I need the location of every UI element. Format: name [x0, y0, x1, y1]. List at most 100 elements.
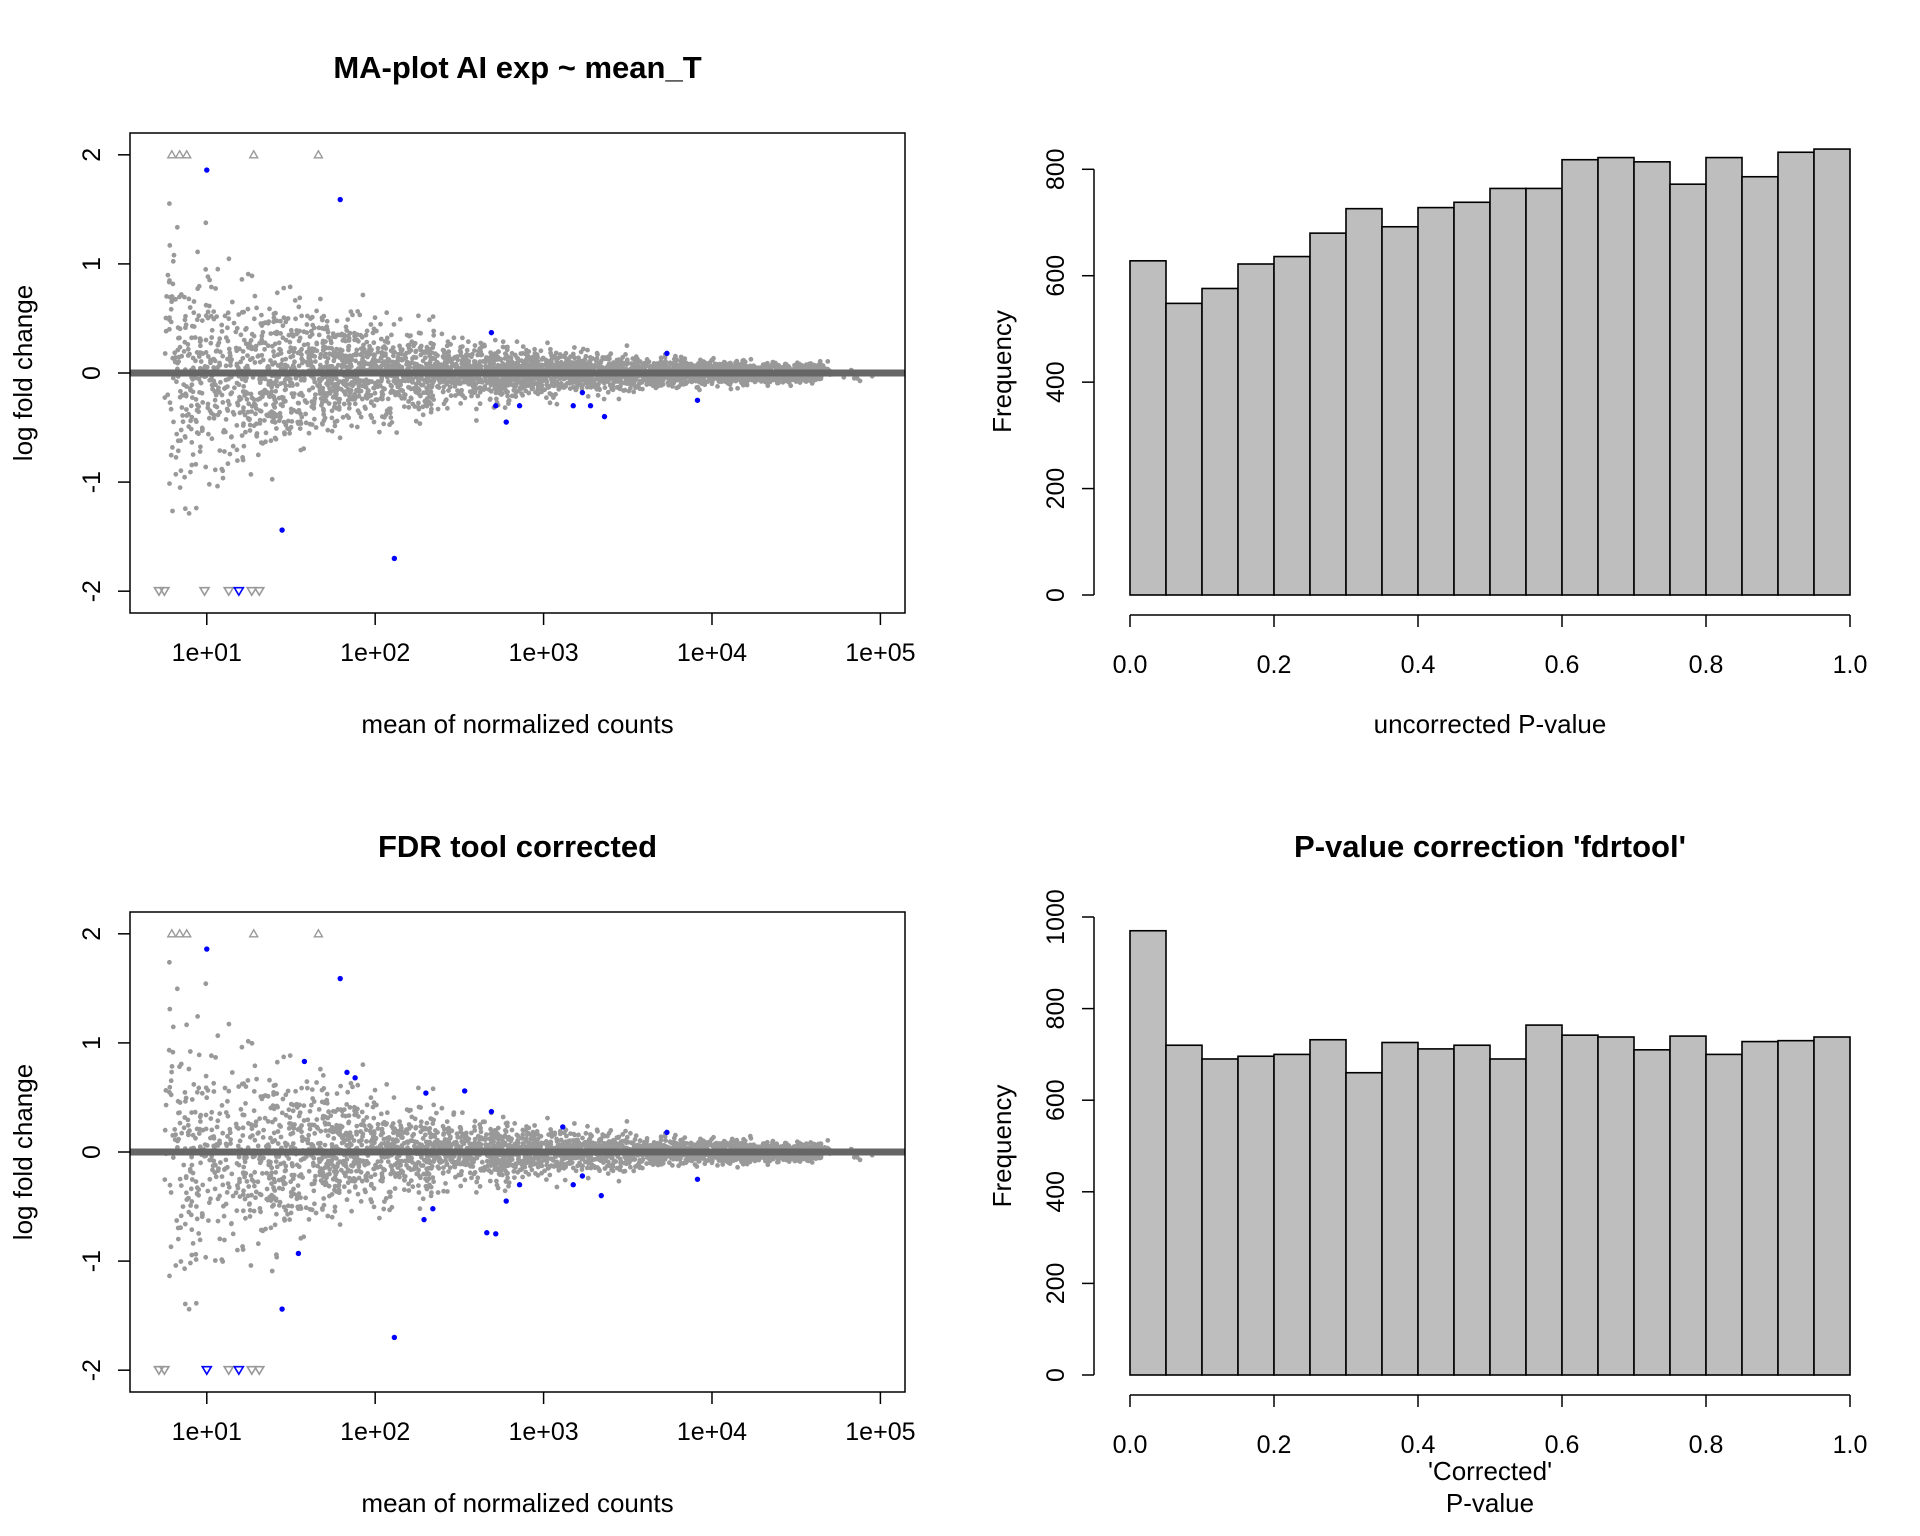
- point-triangle-up: [166, 928, 178, 938]
- significant-point: [204, 946, 210, 952]
- histogram-bar: [1273, 1053, 1311, 1376]
- histogram-bar: [1525, 187, 1563, 596]
- chart-title: FDR tool corrected: [378, 829, 657, 864]
- point-triangle-down: [253, 586, 266, 597]
- histogram-bar: [1489, 187, 1527, 596]
- histogram-bar: [1525, 1024, 1563, 1376]
- significant-point: [579, 389, 586, 396]
- histogram-bar: [1489, 1058, 1527, 1376]
- x-tick-label: 1e+01: [172, 1418, 242, 1446]
- x-tick-label: 1e+03: [508, 639, 578, 667]
- y-tick-label: 800: [1042, 148, 1070, 190]
- significant-point: [493, 1231, 499, 1237]
- series-0: [204, 946, 701, 1341]
- histogram-bar: [1201, 1058, 1239, 1376]
- significant-point: [516, 1182, 523, 1188]
- histogram-bar: [1597, 1036, 1635, 1376]
- histogram-bar: [1345, 1071, 1383, 1376]
- x-axis-label: 'Corrected': [1428, 1456, 1552, 1486]
- y-axis-label: Frequency: [987, 310, 1017, 433]
- y-tick-label: 0: [78, 1145, 106, 1159]
- significant-point: [493, 403, 499, 409]
- histogram-bar: [1129, 929, 1167, 1376]
- significant-point: [352, 1075, 358, 1081]
- significant-point: [694, 397, 701, 403]
- y-tick-label: -1: [78, 471, 106, 493]
- series-2: [153, 1365, 266, 1376]
- point-triangle-down: [245, 586, 258, 597]
- y-tick-label: -1: [78, 1250, 106, 1272]
- y-tick-label: 1: [78, 257, 106, 271]
- histogram-bar: [1669, 1035, 1707, 1376]
- point-triangle-down: [253, 1365, 266, 1376]
- point-triangle-down: [232, 1365, 245, 1376]
- histogram-bar: [1813, 148, 1851, 596]
- histogram-bar: [1813, 1036, 1851, 1376]
- y-tick-label: 2: [78, 927, 106, 941]
- x-tick-label: 1e+04: [677, 1418, 747, 1446]
- y-tick-label: -2: [78, 1359, 106, 1381]
- x-axis-label: mean of normalized counts: [361, 1488, 673, 1518]
- y-tick-label: 600: [1042, 1079, 1070, 1121]
- histogram-bar: [1561, 158, 1599, 596]
- point-triangle-down: [198, 586, 211, 597]
- point-triangle-up: [181, 928, 192, 938]
- significant-point: [344, 1069, 350, 1076]
- point-triangle-up: [166, 149, 178, 159]
- significant-point: [430, 1206, 436, 1212]
- panel-hist2: P-value correction 'fdrtool' 'Corrected'P…: [987, 829, 1867, 1518]
- significant-point: [301, 1058, 308, 1065]
- x-tick-label: 0.8: [1689, 1431, 1724, 1459]
- histogram-bar: [1129, 260, 1167, 596]
- histogram-bar: [1453, 1044, 1491, 1376]
- significant-point: [694, 1176, 701, 1182]
- histogram-bar: [1633, 161, 1671, 596]
- y-tick-label: 0: [1042, 588, 1070, 602]
- significant-point: [423, 1090, 429, 1096]
- point-triangle-up: [174, 149, 185, 159]
- y-tick-label: 200: [1042, 1263, 1070, 1305]
- y-tick-label: 0: [78, 366, 106, 380]
- significant-point: [516, 403, 523, 409]
- y-axis-label: log fold change: [8, 285, 38, 461]
- x-tick-label: 0.0: [1113, 1431, 1148, 1459]
- x-tick-label: 0.2: [1257, 1431, 1292, 1459]
- point-triangle-up: [181, 149, 192, 159]
- significant-point: [461, 1088, 468, 1094]
- series-1: [166, 928, 324, 938]
- histogram-bar: [1165, 302, 1203, 596]
- y-tick-label: -2: [78, 580, 106, 602]
- x-tick-label: 1.0: [1833, 651, 1868, 679]
- y-axis-label: Frequency: [987, 1085, 1017, 1208]
- point-triangle-down: [245, 1365, 258, 1376]
- x-tick-label: 1e+03: [508, 1418, 578, 1446]
- series-3: [200, 1365, 245, 1376]
- point-triangle-up: [313, 928, 324, 938]
- histogram-bar: [1165, 1044, 1203, 1376]
- histogram-bar: [1417, 1048, 1455, 1376]
- point-triangle-up: [174, 928, 185, 938]
- x-tick-label: 0.8: [1689, 651, 1724, 679]
- x-tick-label: 0.6: [1545, 1431, 1580, 1459]
- y-tick-label: 0: [1042, 1368, 1070, 1382]
- significant-point: [598, 1192, 604, 1199]
- x-tick-label: 1e+05: [845, 1418, 915, 1446]
- histogram-bar: [1309, 1038, 1347, 1376]
- y-tick-label: 400: [1042, 361, 1070, 403]
- x-tick-label: 0.0: [1113, 651, 1148, 679]
- histogram-bar: [1417, 206, 1455, 596]
- significant-point: [664, 1129, 670, 1136]
- histogram-bar: [1741, 1040, 1779, 1376]
- histogram-bar: [1705, 156, 1743, 596]
- histogram-bar: [1777, 1039, 1815, 1376]
- series-1: [166, 149, 324, 159]
- point-triangle-down: [222, 1365, 235, 1376]
- histogram-bars: [1129, 148, 1851, 596]
- histogram-bar: [1741, 175, 1779, 596]
- histogram-bar: [1381, 225, 1419, 596]
- histogram-bar: [1273, 255, 1311, 596]
- significant-point: [570, 403, 576, 409]
- significant-point: [587, 403, 594, 409]
